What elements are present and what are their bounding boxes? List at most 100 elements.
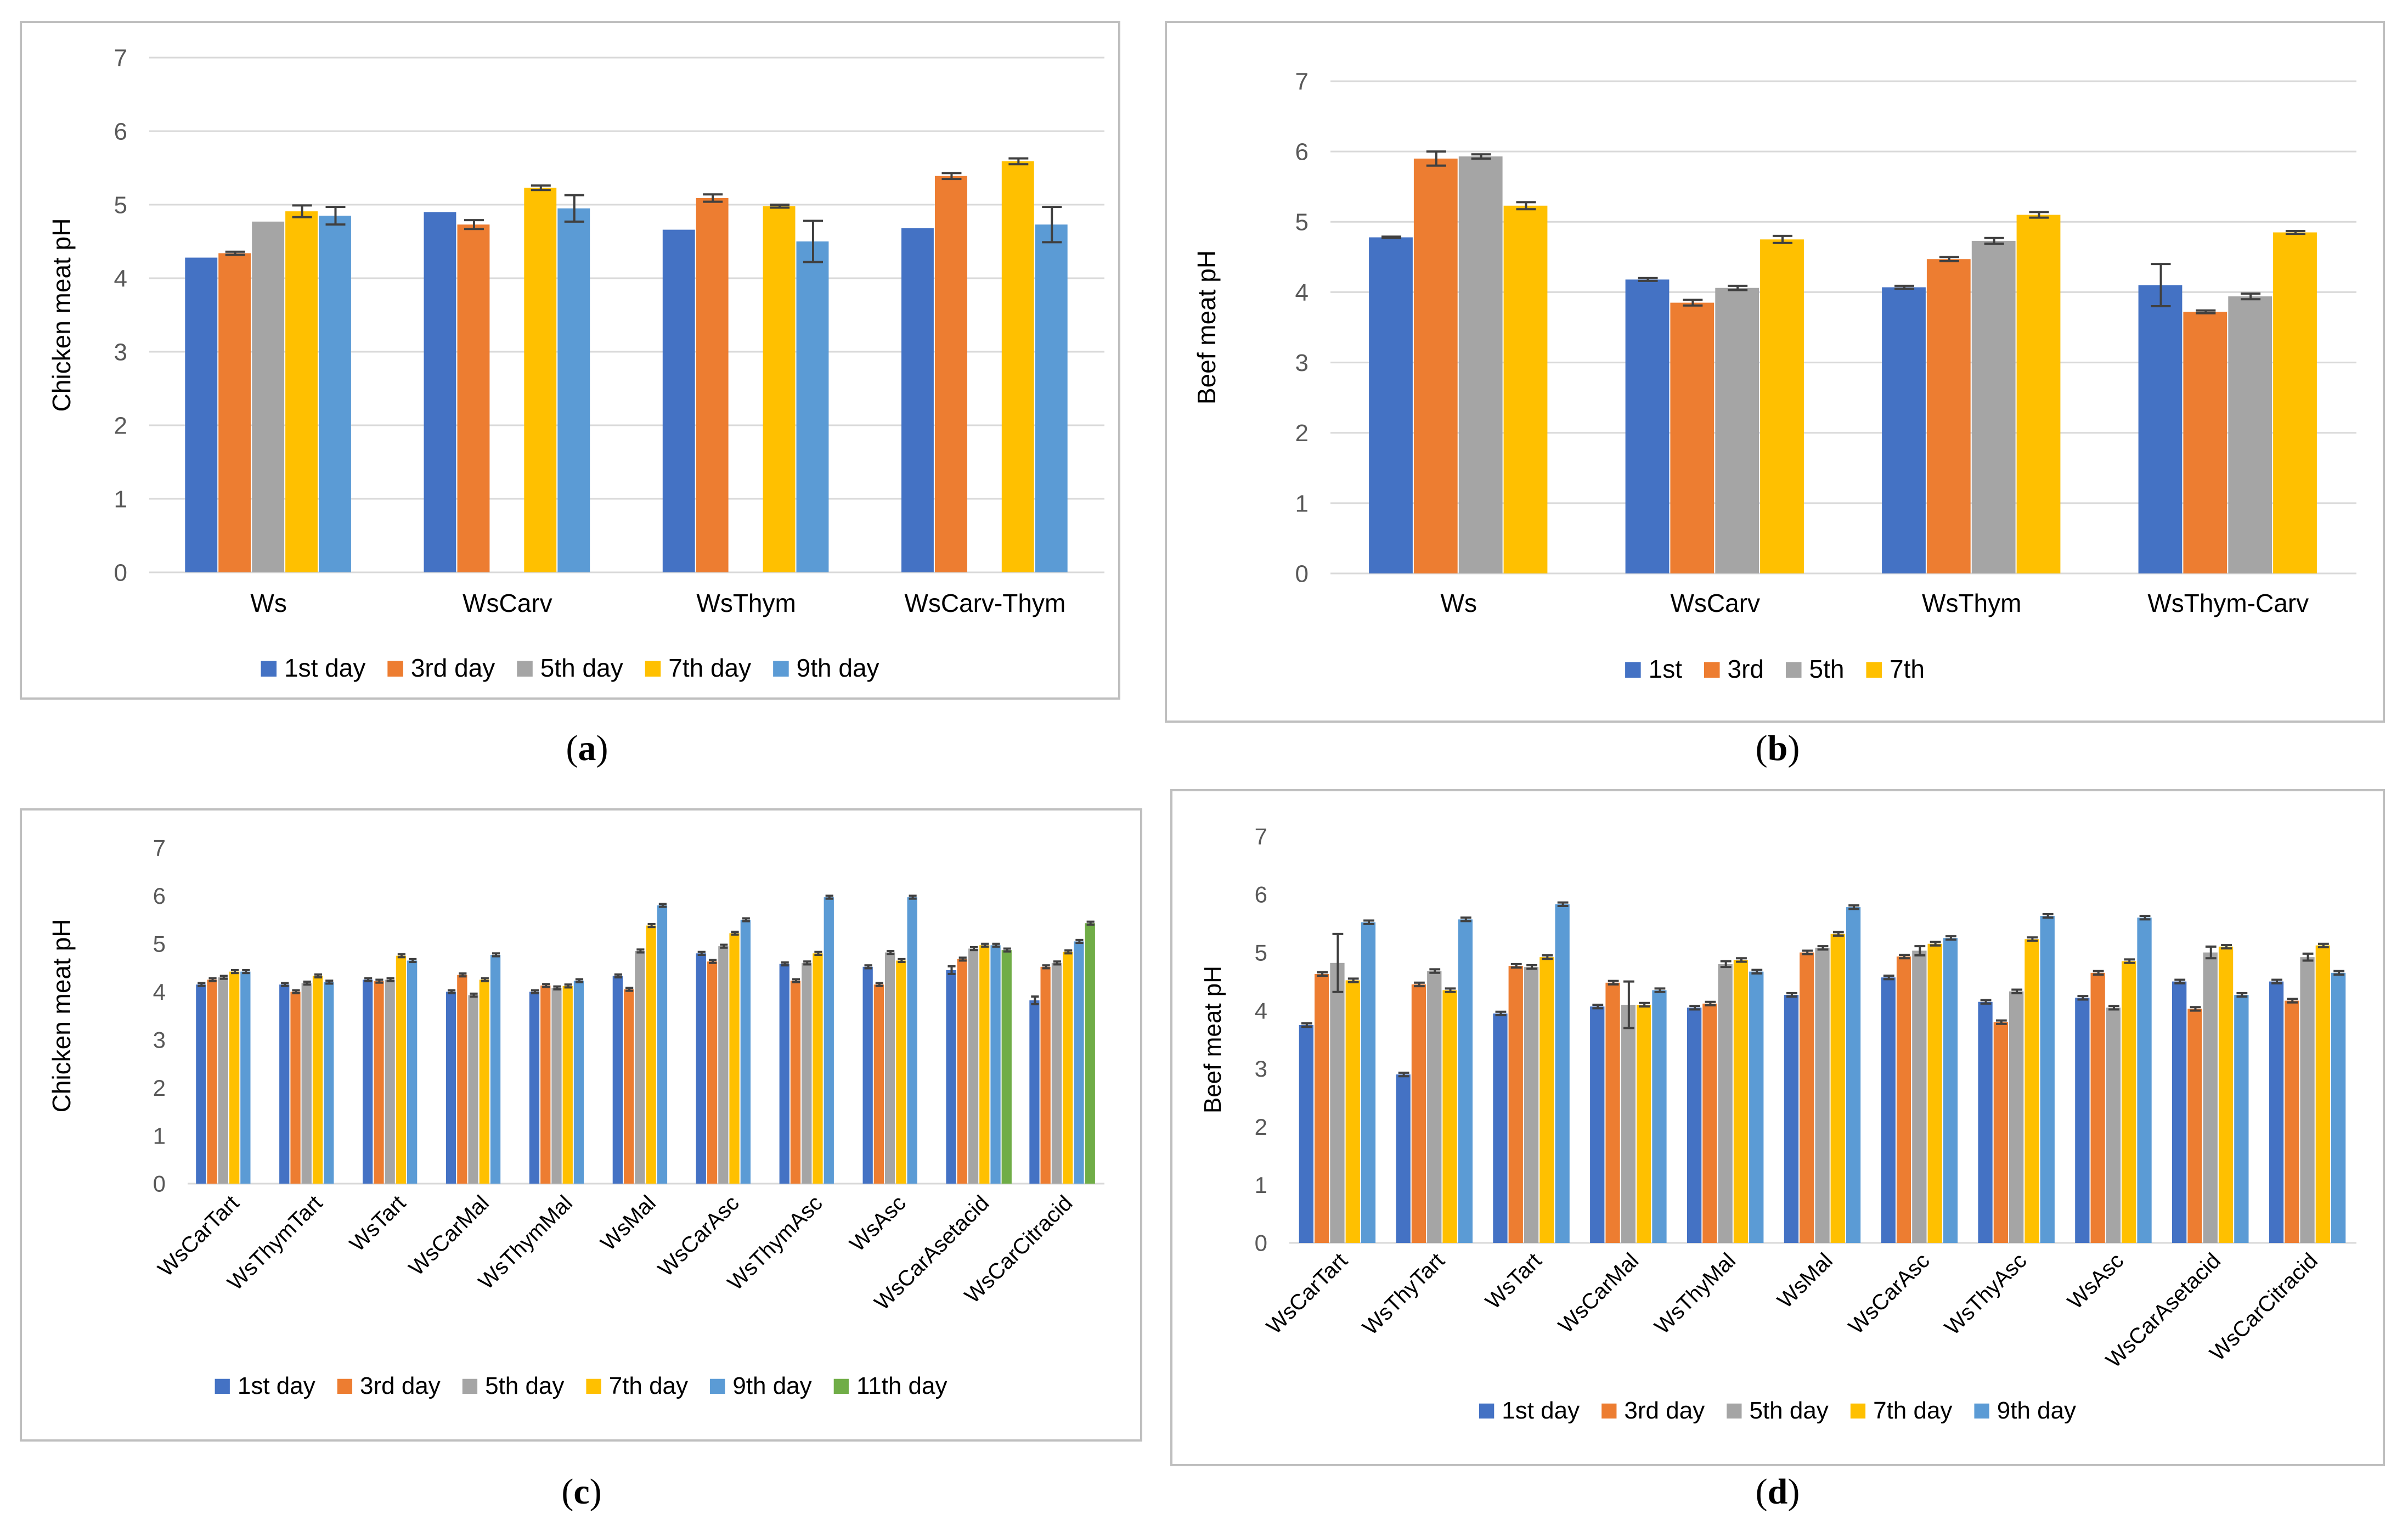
- bar: [1051, 962, 1062, 1184]
- legend-label: 3rd day: [1624, 1397, 1705, 1424]
- legend-item: 3rd: [1704, 655, 1764, 683]
- legend-item: 11th day: [833, 1372, 948, 1399]
- legend-swatch: [215, 1378, 230, 1394]
- y-tick-label: 4: [1295, 279, 1309, 306]
- legend-label: 9th day: [732, 1372, 811, 1399]
- legend-swatch: [1704, 662, 1720, 678]
- bar: [207, 980, 217, 1184]
- legend-label: 5th day: [1749, 1397, 1828, 1424]
- bar: [2187, 1009, 2202, 1243]
- y-axis-title: Chicken meat pH: [47, 218, 76, 412]
- legend-item: 5th day: [1727, 1397, 1829, 1424]
- category-label: WsThym-Carv: [2147, 589, 2309, 617]
- bar: [1881, 977, 1896, 1243]
- bar: [1687, 1007, 1702, 1243]
- y-tick-label: 5: [114, 192, 127, 218]
- y-tick-label: 6: [153, 883, 166, 909]
- panel-label-open-paren: (: [1756, 728, 1768, 768]
- legend-swatch: [586, 1378, 601, 1394]
- bar: [696, 198, 729, 572]
- y-tick-label: 6: [1295, 139, 1309, 166]
- category-label: WsCarv: [463, 589, 552, 617]
- panel-label-close-paren: ): [596, 728, 608, 768]
- y-tick-label: 4: [114, 265, 127, 292]
- bar: [407, 960, 418, 1184]
- bar: [573, 981, 584, 1184]
- bar: [524, 188, 557, 572]
- legend-swatch: [1785, 662, 1802, 678]
- bar: [790, 981, 801, 1184]
- bar: [1702, 1003, 1717, 1243]
- legend-label: 3rd day: [411, 654, 495, 682]
- bar: [2300, 957, 2315, 1243]
- bar: [979, 945, 990, 1184]
- bar: [363, 980, 373, 1184]
- bar: [2203, 952, 2218, 1243]
- bar: [1927, 943, 1942, 1243]
- bar: [2024, 939, 2039, 1243]
- panel-label-close-paren: ): [1787, 728, 1800, 768]
- y-tick-label: 2: [114, 412, 127, 439]
- bar: [1508, 966, 1523, 1243]
- bar: [1503, 205, 1548, 573]
- y-axis-title: Chicken meat pH: [47, 919, 76, 1113]
- legend-item: 7th day: [645, 654, 751, 682]
- legend-label: 9th day: [797, 654, 879, 682]
- category-label: Ws: [1441, 589, 1477, 617]
- legend-item: 1st: [1625, 655, 1682, 683]
- legend-item: 5th day: [517, 654, 623, 682]
- bar: [2090, 972, 2105, 1243]
- legend-item: 7th: [1866, 655, 1925, 683]
- y-tick-label: 1: [1295, 490, 1309, 517]
- bar: [813, 953, 823, 1184]
- bar: [1670, 302, 1715, 573]
- bar: [319, 216, 351, 573]
- y-tick-label: 6: [114, 118, 127, 145]
- bar: [1074, 941, 1084, 1184]
- y-tick-label: 0: [1295, 560, 1309, 587]
- legend-label: 9th day: [1997, 1397, 2076, 1424]
- legend-swatch: [261, 661, 277, 677]
- legend-swatch: [1479, 1403, 1495, 1419]
- category-label: Ws: [250, 589, 286, 617]
- legend-label: 7th day: [1873, 1397, 1952, 1424]
- bar: [1652, 990, 1667, 1243]
- bar: [424, 212, 456, 572]
- bar: [1040, 966, 1051, 1184]
- y-tick-label: 4: [1255, 998, 1267, 1023]
- legend-item: 5th: [1785, 655, 1844, 683]
- legend-label: 5th day: [485, 1372, 564, 1399]
- legend-label: 3rd: [1728, 655, 1764, 683]
- y-tick-label: 7: [114, 44, 127, 71]
- bar: [1926, 259, 1971, 573]
- bar: [2315, 945, 2330, 1243]
- legend-label: 11th day: [856, 1372, 948, 1399]
- bar: [312, 976, 323, 1184]
- bar: [2040, 916, 2055, 1243]
- y-tick-label: 3: [1255, 1056, 1267, 1082]
- y-tick-label: 7: [1295, 68, 1309, 95]
- legend: 1st day 3rd day 5th day 7th day 9th day: [261, 654, 879, 682]
- bar: [229, 971, 240, 1184]
- bar: [457, 224, 490, 572]
- legend-swatch: [387, 661, 403, 677]
- bar: [252, 221, 285, 572]
- bar: [1882, 287, 1926, 573]
- legend-item: 1st day: [1479, 1397, 1580, 1424]
- legend-label: 7th day: [609, 1372, 688, 1399]
- legend-label: 7th day: [668, 654, 751, 682]
- bar: [562, 986, 573, 1184]
- bar: [468, 995, 478, 1184]
- y-tick-label: 7: [153, 835, 166, 861]
- panel-label-close-paren: ): [1787, 1472, 1800, 1512]
- category-label: WsCarv: [1670, 589, 1760, 617]
- bar: [2273, 232, 2317, 573]
- bar: [1361, 922, 1376, 1243]
- bar: [901, 228, 934, 572]
- legend-swatch: [833, 1378, 849, 1394]
- bar: [2331, 972, 2346, 1243]
- bar: [1369, 237, 1413, 573]
- bar: [1978, 1001, 1993, 1243]
- bar: [2075, 998, 2090, 1243]
- bar: [1637, 1005, 1651, 1243]
